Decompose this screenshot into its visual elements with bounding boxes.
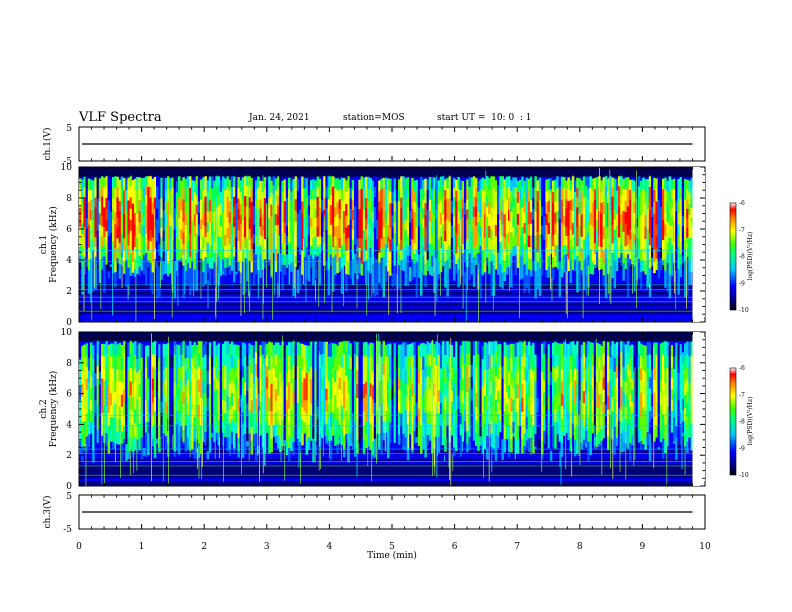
ch1-spectrogram-ytick-label: 2 [66, 287, 72, 297]
ch2-colorbar-tick: -8 [739, 419, 745, 426]
ch1-voltage-ytick-label: 5 [66, 124, 72, 134]
xtick-label: 1 [139, 542, 145, 552]
figure-title: VLF Spectra [79, 110, 162, 125]
xtick-label: 6 [452, 542, 458, 552]
ch3-voltage-ytick-label: -5 [63, 525, 72, 535]
xtick-label: 4 [327, 542, 333, 552]
ch2-colorbar-tick: -6 [739, 365, 745, 372]
ch2-spectrogram-ytick-label: 2 [66, 451, 72, 461]
ch2-colorbar [729, 367, 737, 476]
ch1-spectrogram [79, 167, 705, 322]
xtick-label: 7 [514, 542, 520, 552]
xtick-label: 8 [577, 542, 583, 552]
ch1-voltage-ylabel: ch.1(V) [42, 128, 53, 161]
xtick-label: 0 [76, 542, 82, 552]
ch2-spectrogram-ytick-label: 4 [66, 420, 72, 430]
ch1-colorbar-label: log(PSD)(V²/Hz) [747, 232, 754, 281]
ch3-voltage-ytick-label: 5 [66, 492, 72, 502]
ch2-colorbar-tick: -7 [739, 392, 745, 399]
ch2-spectrogram [79, 332, 705, 486]
ch2-colorbar-tick: -10 [739, 472, 749, 479]
date-label: Jan. 24, 2021 [249, 113, 310, 123]
ch2-spectrogram-ylabel: Frequency (kHz) [48, 371, 59, 448]
xtick-label: 9 [640, 542, 646, 552]
ch2-spectrogram-ytick-label: 6 [66, 390, 72, 400]
ch1-spectrogram-ytick-label: 6 [66, 225, 72, 235]
xaxis-label: Time (min) [367, 550, 417, 561]
ch2-colorbar-tick: -9 [739, 445, 745, 452]
ch1-spectrogram-ytick-label: 8 [66, 194, 72, 204]
start-time-label: start UT = 10: 0 : 1 [437, 113, 532, 123]
ch1-colorbar-tick: -7 [739, 227, 745, 234]
ch1-colorbar-tick: -10 [739, 307, 749, 314]
xtick-label: 5 [389, 542, 395, 552]
xtick-label: 3 [264, 542, 270, 552]
ch2-spectrogram-ytick-label: 8 [66, 359, 72, 369]
ch1-colorbar [729, 202, 737, 311]
ch1-colorbar-tick: -8 [739, 254, 745, 261]
ch1-voltage-ytick-label: -5 [63, 157, 72, 167]
xtick-label: 10 [699, 542, 711, 552]
ch3-voltage-ylabel: ch.3(V) [42, 496, 53, 529]
ch1-colorbar-tick: -6 [739, 200, 745, 207]
ch1-spectrogram-channel-label: ch.1 [39, 235, 49, 254]
ch2-spectrogram-channel-label: ch.2 [39, 399, 49, 418]
ch1-colorbar-tick: -9 [739, 280, 745, 287]
ch1-spectrogram-ytick-label: 0 [66, 318, 72, 328]
station-label: station=MOS [343, 113, 405, 123]
ch2-spectrogram-ytick-label: 0 [66, 482, 72, 492]
ch1-spectrogram-ytick-label: 4 [66, 256, 72, 266]
ch1-spectrogram-ytick-label: 10 [61, 163, 73, 173]
ch2-spectrogram-ytick-label: 10 [61, 328, 73, 338]
xtick-label: 2 [201, 542, 207, 552]
ch1-spectrogram-ylabel: Frequency (kHz) [48, 206, 59, 283]
ch2-colorbar-label: log(PSD)(V²/Hz) [747, 397, 754, 446]
